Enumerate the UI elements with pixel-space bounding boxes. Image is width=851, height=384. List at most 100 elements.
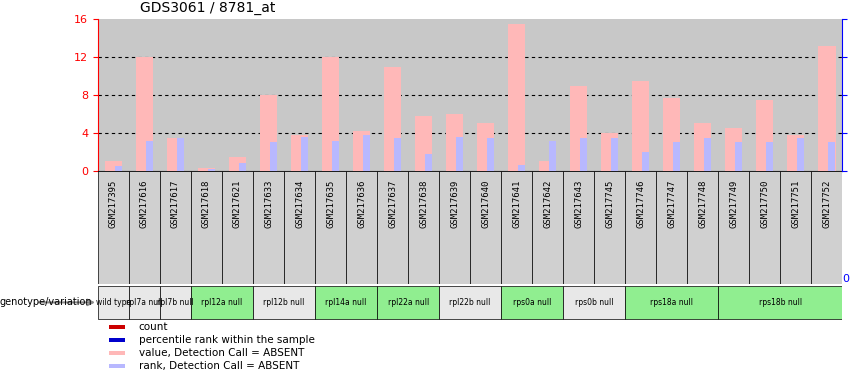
Bar: [812, 171, 842, 284]
Text: GSM217752: GSM217752: [822, 180, 831, 228]
Bar: [725, 128, 742, 171]
Bar: [757, 100, 774, 171]
Bar: [146, 141, 152, 171]
Bar: [322, 57, 339, 171]
Bar: [625, 171, 656, 284]
Text: rps0a null: rps0a null: [513, 298, 551, 307]
Bar: [363, 135, 370, 171]
Text: rpl22a null: rpl22a null: [387, 298, 429, 307]
Text: GSM217641: GSM217641: [512, 180, 521, 228]
Text: rpl7b null: rpl7b null: [157, 298, 194, 307]
Text: rpl14a null: rpl14a null: [325, 298, 367, 307]
Text: GSM217639: GSM217639: [450, 180, 460, 228]
Text: GSM217643: GSM217643: [574, 180, 583, 228]
Bar: [602, 133, 619, 171]
Bar: [415, 116, 432, 171]
Bar: [98, 171, 129, 284]
Text: GSM217633: GSM217633: [264, 180, 273, 228]
Text: value, Detection Call = ABSENT: value, Detection Call = ABSENT: [139, 348, 304, 358]
Bar: [470, 171, 501, 284]
Text: rpl7a null: rpl7a null: [126, 298, 163, 307]
Text: GSM217637: GSM217637: [388, 180, 397, 228]
Bar: [549, 141, 556, 171]
Bar: [632, 81, 649, 171]
Bar: [625, 286, 718, 319]
Bar: [718, 286, 842, 319]
Bar: [580, 138, 587, 171]
Bar: [222, 171, 253, 284]
Bar: [167, 138, 184, 171]
Text: GSM217751: GSM217751: [791, 180, 801, 228]
Bar: [611, 138, 618, 171]
Bar: [501, 286, 563, 319]
Bar: [253, 171, 284, 284]
Bar: [501, 171, 532, 284]
Text: GSM217395: GSM217395: [109, 180, 118, 228]
Text: GSM217616: GSM217616: [140, 180, 149, 228]
Bar: [766, 142, 773, 171]
Bar: [229, 157, 246, 171]
Bar: [253, 286, 315, 319]
Bar: [208, 169, 214, 171]
Bar: [563, 171, 594, 284]
Bar: [377, 286, 439, 319]
Bar: [315, 286, 377, 319]
Bar: [98, 286, 129, 319]
Text: 0: 0: [842, 274, 849, 284]
Bar: [109, 364, 125, 368]
Bar: [477, 124, 494, 171]
Bar: [394, 138, 401, 171]
Bar: [694, 124, 711, 171]
Text: rpl12a null: rpl12a null: [202, 298, 243, 307]
Text: percentile rank within the sample: percentile rank within the sample: [139, 335, 315, 345]
Bar: [346, 171, 377, 284]
Bar: [284, 171, 315, 284]
Bar: [270, 142, 277, 171]
Bar: [735, 142, 742, 171]
Text: GSM217749: GSM217749: [729, 180, 739, 228]
Text: GSM217747: GSM217747: [667, 180, 677, 228]
Bar: [160, 171, 191, 284]
Text: GSM217617: GSM217617: [171, 180, 180, 228]
Bar: [487, 138, 494, 171]
Text: GSM217746: GSM217746: [637, 180, 645, 228]
Bar: [439, 171, 470, 284]
Text: rpl22b null: rpl22b null: [449, 298, 491, 307]
Bar: [828, 142, 835, 171]
Text: rps18a null: rps18a null: [650, 298, 694, 307]
Text: genotype/variation: genotype/variation: [0, 297, 93, 308]
Bar: [191, 286, 253, 319]
Text: GDS3061 / 8781_at: GDS3061 / 8781_at: [140, 2, 276, 15]
Bar: [160, 286, 191, 319]
Bar: [780, 171, 812, 284]
Bar: [446, 114, 463, 171]
Text: GSM217642: GSM217642: [543, 180, 552, 228]
Bar: [439, 286, 501, 319]
Text: GSM217634: GSM217634: [295, 180, 304, 228]
Bar: [540, 161, 557, 171]
Bar: [260, 95, 277, 171]
Bar: [129, 286, 160, 319]
Bar: [315, 171, 346, 284]
Bar: [532, 171, 563, 284]
Text: rank, Detection Call = ABSENT: rank, Detection Call = ABSENT: [139, 361, 300, 371]
Bar: [301, 137, 308, 171]
Bar: [109, 325, 125, 329]
Text: GSM217750: GSM217750: [761, 180, 769, 228]
Text: GSM217618: GSM217618: [202, 180, 211, 228]
Bar: [115, 166, 122, 171]
Bar: [332, 141, 339, 171]
Bar: [705, 138, 711, 171]
Text: count: count: [139, 322, 168, 332]
Bar: [750, 171, 780, 284]
Bar: [594, 171, 625, 284]
Bar: [105, 161, 122, 171]
Bar: [109, 351, 125, 355]
Bar: [425, 154, 431, 171]
Bar: [191, 171, 222, 284]
Bar: [408, 171, 439, 284]
Text: GSM217748: GSM217748: [699, 180, 707, 228]
Bar: [787, 135, 804, 171]
Bar: [136, 57, 153, 171]
Bar: [518, 165, 525, 171]
